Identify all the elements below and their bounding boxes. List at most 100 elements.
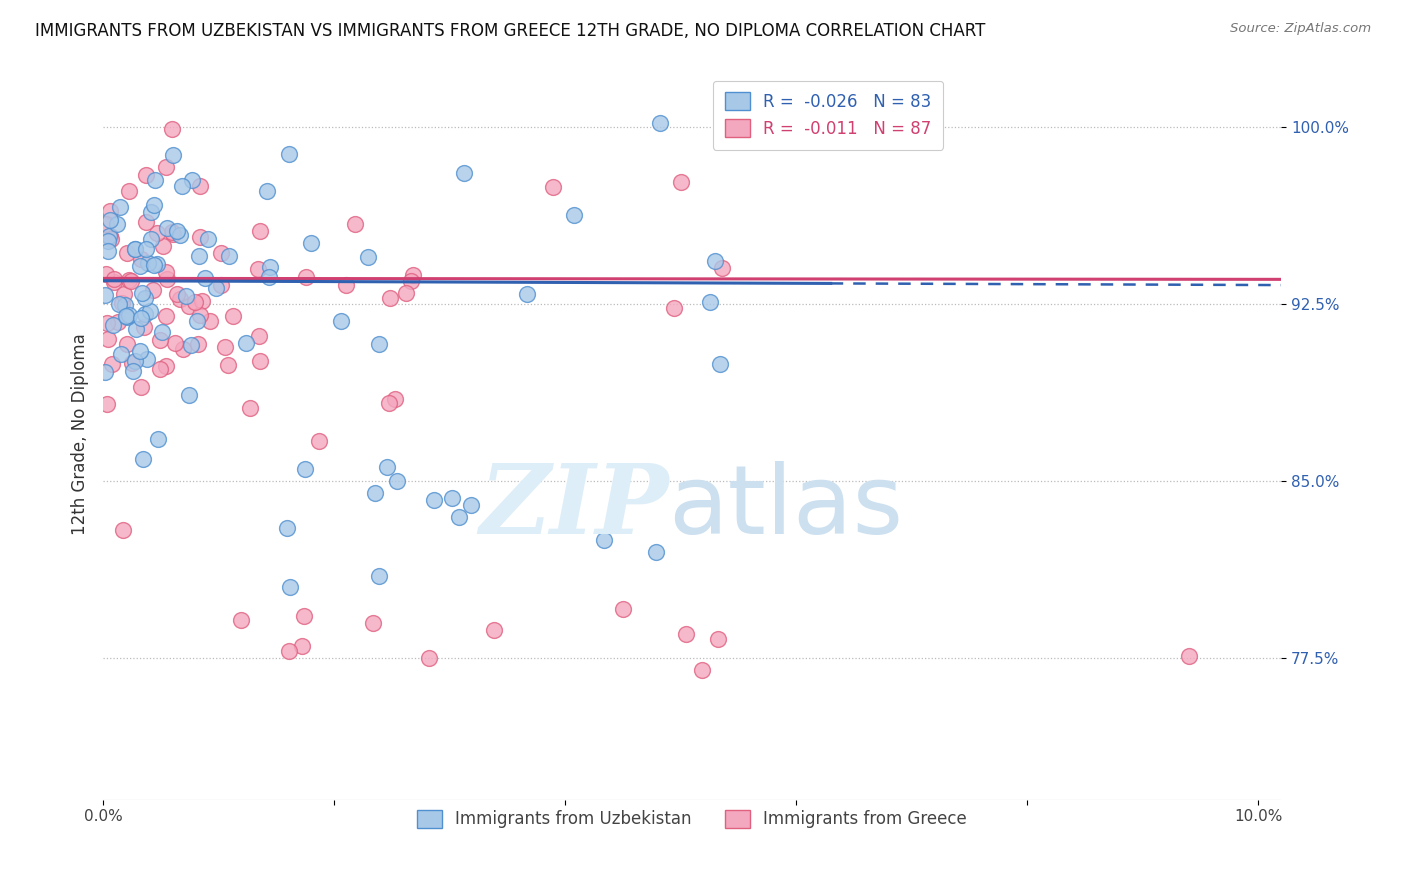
Point (170, 179, 193, 194)
Point (134, 307, 156, 321)
Text: ZIP: ZIP (479, 460, 669, 554)
Point (368, 568, 391, 582)
Point (115, 246, 138, 260)
Point (188, 308, 211, 322)
Point (98, 228, 121, 243)
Point (214, 341, 236, 355)
Point (423, 493, 446, 508)
Point (562, 208, 585, 222)
Point (246, 262, 269, 277)
Point (114, 298, 136, 312)
Point (193, 271, 215, 285)
Point (111, 523, 134, 537)
Point (124, 354, 146, 368)
Point (112, 287, 135, 301)
Point (94, 267, 117, 281)
Point (612, 601, 634, 615)
Point (209, 277, 232, 292)
Text: atlas: atlas (669, 460, 904, 554)
Point (675, 627, 697, 641)
Point (120, 275, 142, 289)
Point (145, 257, 167, 271)
Point (356, 251, 378, 265)
Point (218, 249, 240, 263)
Point (329, 314, 352, 328)
Point (155, 160, 177, 174)
Point (187, 337, 209, 351)
Point (155, 264, 177, 278)
Point (156, 221, 179, 235)
Point (453, 166, 475, 180)
Point (180, 338, 202, 352)
Point (129, 343, 152, 358)
Point (343, 217, 366, 231)
Point (134, 214, 156, 228)
Point (100, 204, 122, 219)
Point (276, 521, 298, 535)
Point (146, 227, 169, 241)
Point (96, 397, 118, 411)
Point (669, 176, 692, 190)
Point (100, 231, 122, 245)
Point (98, 212, 121, 227)
Point (291, 639, 314, 653)
Point (211, 246, 233, 260)
Point (385, 474, 408, 488)
Point (179, 299, 201, 313)
Point (124, 242, 146, 256)
Point (460, 498, 482, 512)
Point (188, 179, 211, 194)
Point (482, 623, 505, 637)
Point (648, 116, 671, 130)
Point (143, 197, 166, 211)
Point (440, 491, 463, 505)
Point (395, 285, 418, 300)
Point (516, 286, 538, 301)
Point (155, 310, 177, 324)
Point (172, 342, 194, 356)
Point (278, 580, 301, 594)
Point (100, 357, 122, 371)
Point (108, 200, 131, 214)
Point (692, 663, 714, 677)
Point (136, 255, 159, 269)
Point (249, 354, 271, 368)
Point (449, 509, 471, 524)
Point (707, 632, 730, 647)
Point (94, 365, 117, 379)
Point (143, 258, 166, 272)
Point (1177, 648, 1199, 663)
Point (101, 318, 124, 332)
Point (645, 545, 668, 559)
Point (256, 184, 278, 198)
Point (174, 289, 197, 303)
Point (94, 217, 117, 231)
Point (299, 236, 322, 251)
Point (169, 293, 191, 307)
Point (134, 291, 156, 305)
Point (368, 337, 391, 351)
Point (292, 608, 315, 623)
Point (118, 308, 141, 322)
Point (710, 260, 733, 275)
Point (156, 272, 179, 286)
Point (97, 244, 120, 258)
Point (96, 332, 118, 346)
Point (384, 392, 406, 407)
Point (247, 329, 270, 343)
Point (709, 357, 731, 371)
Point (198, 314, 221, 328)
Point (177, 388, 200, 402)
Point (131, 379, 153, 393)
Legend: Immigrants from Uzbekistan, Immigrants from Greece: Immigrants from Uzbekistan, Immigrants f… (411, 803, 974, 835)
Point (143, 172, 166, 186)
Point (166, 224, 188, 238)
Point (294, 270, 316, 285)
Point (191, 294, 214, 309)
Point (183, 295, 205, 310)
Point (259, 260, 281, 275)
Point (162, 147, 184, 161)
Point (105, 217, 128, 231)
Point (103, 275, 125, 289)
Point (160, 226, 183, 240)
